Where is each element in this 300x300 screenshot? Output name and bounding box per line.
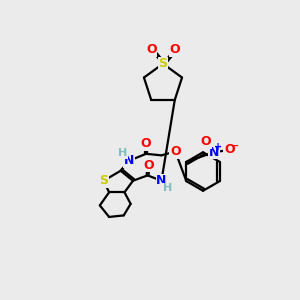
- Text: S: S: [99, 174, 108, 187]
- Text: O: O: [170, 145, 181, 158]
- Text: N: N: [124, 154, 134, 167]
- Text: O: O: [143, 159, 154, 172]
- Text: O: O: [146, 44, 157, 56]
- Text: O: O: [169, 44, 180, 56]
- Text: O: O: [224, 143, 235, 157]
- Text: +: +: [214, 142, 223, 152]
- Text: −: −: [231, 141, 239, 151]
- Text: H: H: [118, 148, 128, 158]
- Text: H: H: [163, 184, 172, 194]
- Text: S: S: [158, 57, 167, 70]
- Text: N: N: [156, 174, 167, 187]
- Text: N: N: [208, 146, 219, 159]
- Text: O: O: [141, 137, 152, 150]
- Text: O: O: [201, 135, 212, 148]
